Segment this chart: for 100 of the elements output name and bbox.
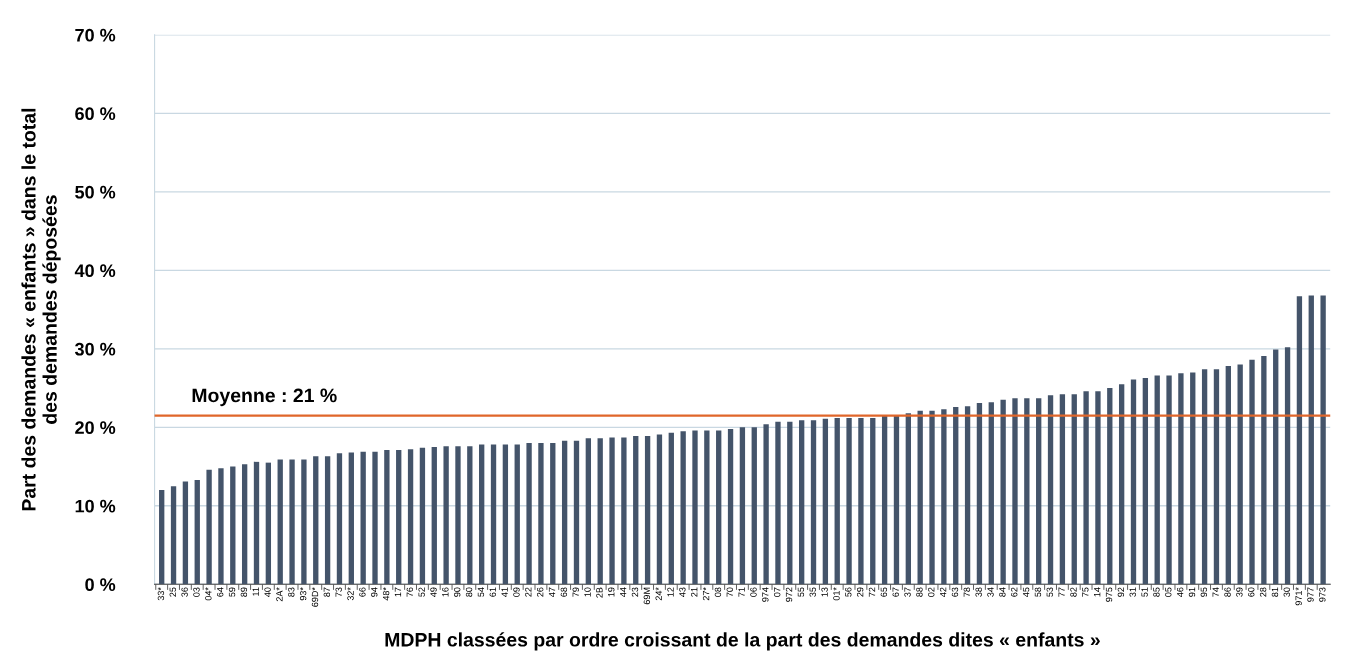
x-tick-label: 75 [1082, 587, 1089, 597]
bar [1273, 349, 1279, 585]
bar [194, 479, 200, 585]
bar [1296, 296, 1303, 585]
x-tick-label: 55 [797, 587, 805, 597]
bar [609, 437, 615, 585]
x-tick-label: 92 [1117, 587, 1125, 597]
y-tick-label: 20 % [75, 421, 116, 435]
bar [751, 427, 757, 585]
x-tick-label: 86 [1224, 587, 1231, 597]
x-tick-label: 64 [216, 587, 224, 597]
x-tick-label: 38 [975, 587, 982, 597]
bar [988, 402, 994, 585]
bar [241, 464, 248, 585]
bar [680, 431, 686, 585]
x-tick-label: 43 [679, 587, 686, 597]
x-tick-label: 2B [596, 587, 603, 598]
x-tick-label: 14 [1094, 587, 1101, 597]
x-tick-label: 93* [299, 587, 307, 601]
x-tick-label: 03 [193, 587, 200, 597]
x-tick-label: 28 [1259, 587, 1267, 597]
bar [301, 459, 307, 585]
x-tick-label: 51 [1141, 587, 1148, 597]
bar [561, 440, 568, 585]
bar [313, 456, 319, 585]
x-tick-label: 975 [1105, 587, 1113, 602]
bar [964, 406, 971, 585]
x-tick-label: 16 [442, 587, 449, 597]
x-tick-label: 25 [169, 587, 176, 597]
bar [1107, 388, 1113, 585]
bar [455, 446, 461, 585]
bar [479, 444, 485, 585]
x-tick-label: 11 [252, 587, 259, 596]
x-tick-label: 34 [987, 587, 994, 597]
x-tick-label: 69M [643, 587, 651, 605]
x-tick-label: 79 [572, 587, 579, 597]
x-tick-label: 974 [762, 587, 769, 602]
x-tick-label: 73 [335, 587, 342, 597]
bar [1154, 375, 1160, 585]
x-tick-label: 58 [1034, 587, 1042, 597]
x-tick-label: 85 [1153, 587, 1160, 597]
x-tick-label: 977 [1307, 587, 1314, 602]
x-tick-label: 29 [856, 587, 864, 597]
bar [822, 418, 829, 585]
bar [1118, 384, 1125, 585]
x-tick-label: 08 [714, 587, 722, 597]
bar [727, 428, 734, 585]
x-tick-label: 82 [1070, 587, 1077, 597]
bar [348, 452, 354, 585]
bar [953, 406, 959, 585]
x-tick-label: 61 [489, 587, 496, 597]
bar [1308, 295, 1314, 585]
x-tick-label: 07 [773, 587, 781, 597]
bar [846, 417, 852, 585]
x-tick-label: 67 [892, 587, 899, 597]
bar [550, 443, 556, 585]
bar [230, 466, 236, 585]
x-tick-label: 94 [371, 587, 378, 597]
x-tick-label: 01* [833, 587, 840, 601]
bar [1201, 369, 1208, 585]
bar [621, 437, 627, 585]
bar [1047, 395, 1054, 585]
bar [538, 443, 544, 585]
bar [1142, 377, 1149, 585]
bar [834, 417, 840, 585]
bar [1237, 364, 1243, 585]
x-tick-label: 972 [785, 587, 793, 602]
x-tick-label: 33* [157, 587, 165, 601]
bar [289, 459, 295, 585]
x-tick-label: 46 [1176, 587, 1184, 597]
x-tick-label: 40 [264, 587, 271, 597]
bar [881, 415, 888, 585]
bar [502, 444, 509, 585]
bar [941, 409, 947, 585]
y-tick-label: 10 % [75, 499, 116, 513]
bar [360, 451, 366, 585]
bar [467, 446, 473, 585]
bar [1024, 398, 1030, 585]
bar [336, 453, 343, 585]
bar [253, 461, 260, 585]
bar [218, 468, 224, 585]
x-tick-label: 95 [1200, 587, 1208, 597]
bar [1178, 373, 1184, 585]
x-tick-label: 69D* [311, 587, 319, 607]
x-tick-label: 74 [1212, 587, 1219, 597]
x-tick-label: 65 [880, 587, 888, 597]
x-tick-label: 31 [1129, 587, 1136, 597]
x-tick-label: 60 [1248, 587, 1255, 597]
bar [585, 438, 592, 585]
x-tick-label: 72 [868, 587, 876, 597]
bar [206, 469, 212, 585]
x-tick-label: 53 [1046, 587, 1053, 597]
x-tick-label: 48* [382, 587, 390, 601]
bar [704, 430, 710, 585]
x-tick-label: 83 [288, 587, 295, 597]
x-tick-label: 78 [963, 587, 971, 597]
bar [1190, 372, 1196, 585]
bar [644, 435, 651, 585]
bar [170, 486, 177, 585]
bar [573, 440, 580, 585]
